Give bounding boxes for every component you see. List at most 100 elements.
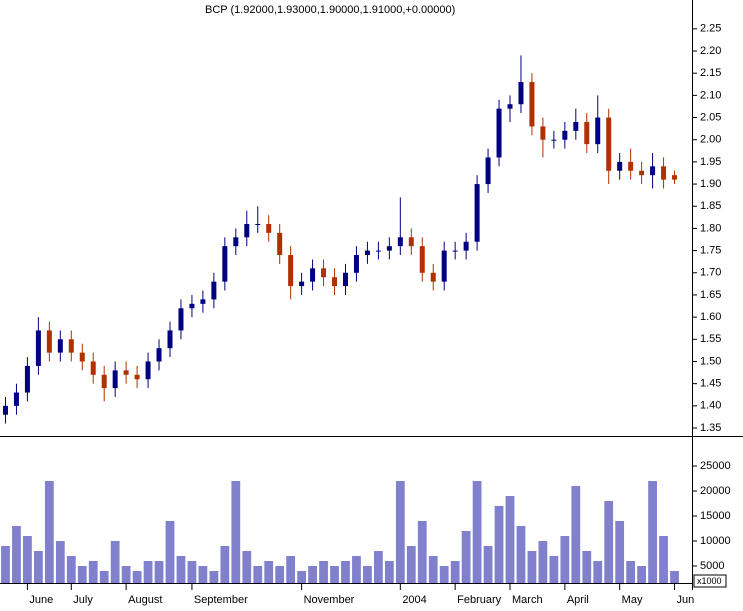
- volume-bar: [198, 566, 208, 583]
- candle-body: [299, 281, 305, 287]
- x-tick-label: April: [567, 594, 589, 606]
- volume-bar: [341, 561, 350, 583]
- candle-body: [419, 246, 425, 273]
- y-tick-label: 1.65: [700, 289, 721, 301]
- volume-bar: [593, 561, 603, 583]
- volume-bar: [659, 536, 668, 583]
- x-tick-label: May: [622, 594, 643, 606]
- volume-bar: [374, 551, 383, 583]
- y-tick-label: 1.35: [700, 422, 721, 434]
- y-tick-label: 1.90: [700, 178, 721, 190]
- x-tick-label: September: [194, 594, 248, 606]
- y-tick-label: 2.00: [700, 134, 721, 146]
- x-tick-label: July: [73, 594, 93, 606]
- volume-bar: [395, 481, 405, 583]
- volume-bar: [99, 571, 109, 583]
- x-tick-label: February: [457, 594, 502, 606]
- volume-bar: [330, 566, 339, 583]
- candle-body: [540, 126, 546, 140]
- x-tick-label: August: [128, 594, 162, 606]
- candle-body: [211, 281, 217, 300]
- volume-bar: [88, 561, 98, 583]
- candle-body: [145, 361, 151, 380]
- volume-bar: [505, 496, 515, 583]
- volume-bar: [66, 556, 76, 583]
- candle-body: [672, 175, 678, 180]
- volume-bar: [143, 561, 153, 583]
- volume-bar: [363, 566, 372, 583]
- volume-bar: [637, 566, 646, 583]
- y-tick-label: 2.10: [700, 89, 721, 101]
- volume-bar: [560, 536, 570, 583]
- candle-body: [288, 255, 294, 287]
- candle-body: [375, 250, 381, 252]
- candle-body: [397, 237, 403, 247]
- candle-body: [606, 117, 612, 171]
- volume-bar: [297, 571, 306, 583]
- candle-body: [255, 223, 261, 225]
- volume-bar: [670, 571, 679, 583]
- volume-bar: [538, 541, 548, 583]
- candle-body: [452, 250, 458, 252]
- volume-bar: [516, 526, 526, 583]
- candle-body: [463, 241, 469, 251]
- volume-bar: [176, 556, 186, 583]
- candle-body: [200, 299, 206, 304]
- volume-bar: [220, 546, 230, 583]
- candle-body: [562, 130, 568, 140]
- candle-body: [617, 161, 623, 171]
- x-tick-label: November: [304, 594, 355, 606]
- volume-bar: [483, 546, 493, 583]
- candle-body: [474, 184, 480, 242]
- volume-bar: [439, 566, 449, 583]
- candle-body: [332, 277, 338, 287]
- x-tick-label: 2004: [402, 594, 426, 606]
- volume-bar: [352, 556, 361, 583]
- candle-body: [485, 157, 491, 185]
- volume-bar: [242, 551, 252, 583]
- candle-body: [167, 330, 173, 349]
- volume-bar: [582, 551, 592, 583]
- candle-body: [364, 250, 370, 256]
- y-tick-label: 10000: [700, 535, 731, 547]
- volume-bar: [165, 521, 175, 583]
- volume-bar: [648, 481, 657, 583]
- volume-bar: [604, 501, 614, 583]
- candle-body: [496, 108, 502, 158]
- candle-body: [2, 405, 8, 415]
- volume-bar: [34, 551, 43, 583]
- y-tick-label: 15000: [700, 510, 731, 522]
- candle-body: [68, 339, 74, 353]
- y-tick-label: 1.80: [700, 222, 721, 234]
- candle-body: [584, 121, 590, 145]
- y-tick-label: 1.70: [700, 267, 721, 279]
- volume-bar: [450, 561, 460, 583]
- volume-bar: [231, 481, 241, 583]
- candle-body: [430, 272, 436, 282]
- volume-bar: [549, 556, 559, 583]
- x-tick-label: Jun: [677, 594, 695, 606]
- candle-body: [266, 223, 272, 233]
- candle-body: [518, 82, 524, 105]
- candle-body: [123, 370, 129, 375]
- volume-bar: [384, 561, 394, 583]
- candle-body: [353, 255, 359, 273]
- candle-body: [178, 308, 184, 331]
- y-tick-label: 2.05: [700, 111, 721, 123]
- candle-body: [650, 166, 656, 176]
- candle-body: [46, 330, 52, 353]
- x-tick-label: June: [29, 594, 53, 606]
- volume-bar: [1, 546, 10, 583]
- volume-bar: [626, 561, 636, 583]
- candle-body: [551, 139, 557, 141]
- volume-bar: [187, 561, 197, 583]
- volume-bar: [428, 556, 438, 583]
- candle-body: [628, 161, 634, 171]
- volume-bar: [286, 556, 296, 583]
- y-tick-label: 1.60: [700, 311, 721, 323]
- candle-body: [529, 82, 535, 127]
- volume-bar: [406, 546, 416, 583]
- candle-body: [156, 348, 162, 362]
- volume-bar: [472, 481, 482, 583]
